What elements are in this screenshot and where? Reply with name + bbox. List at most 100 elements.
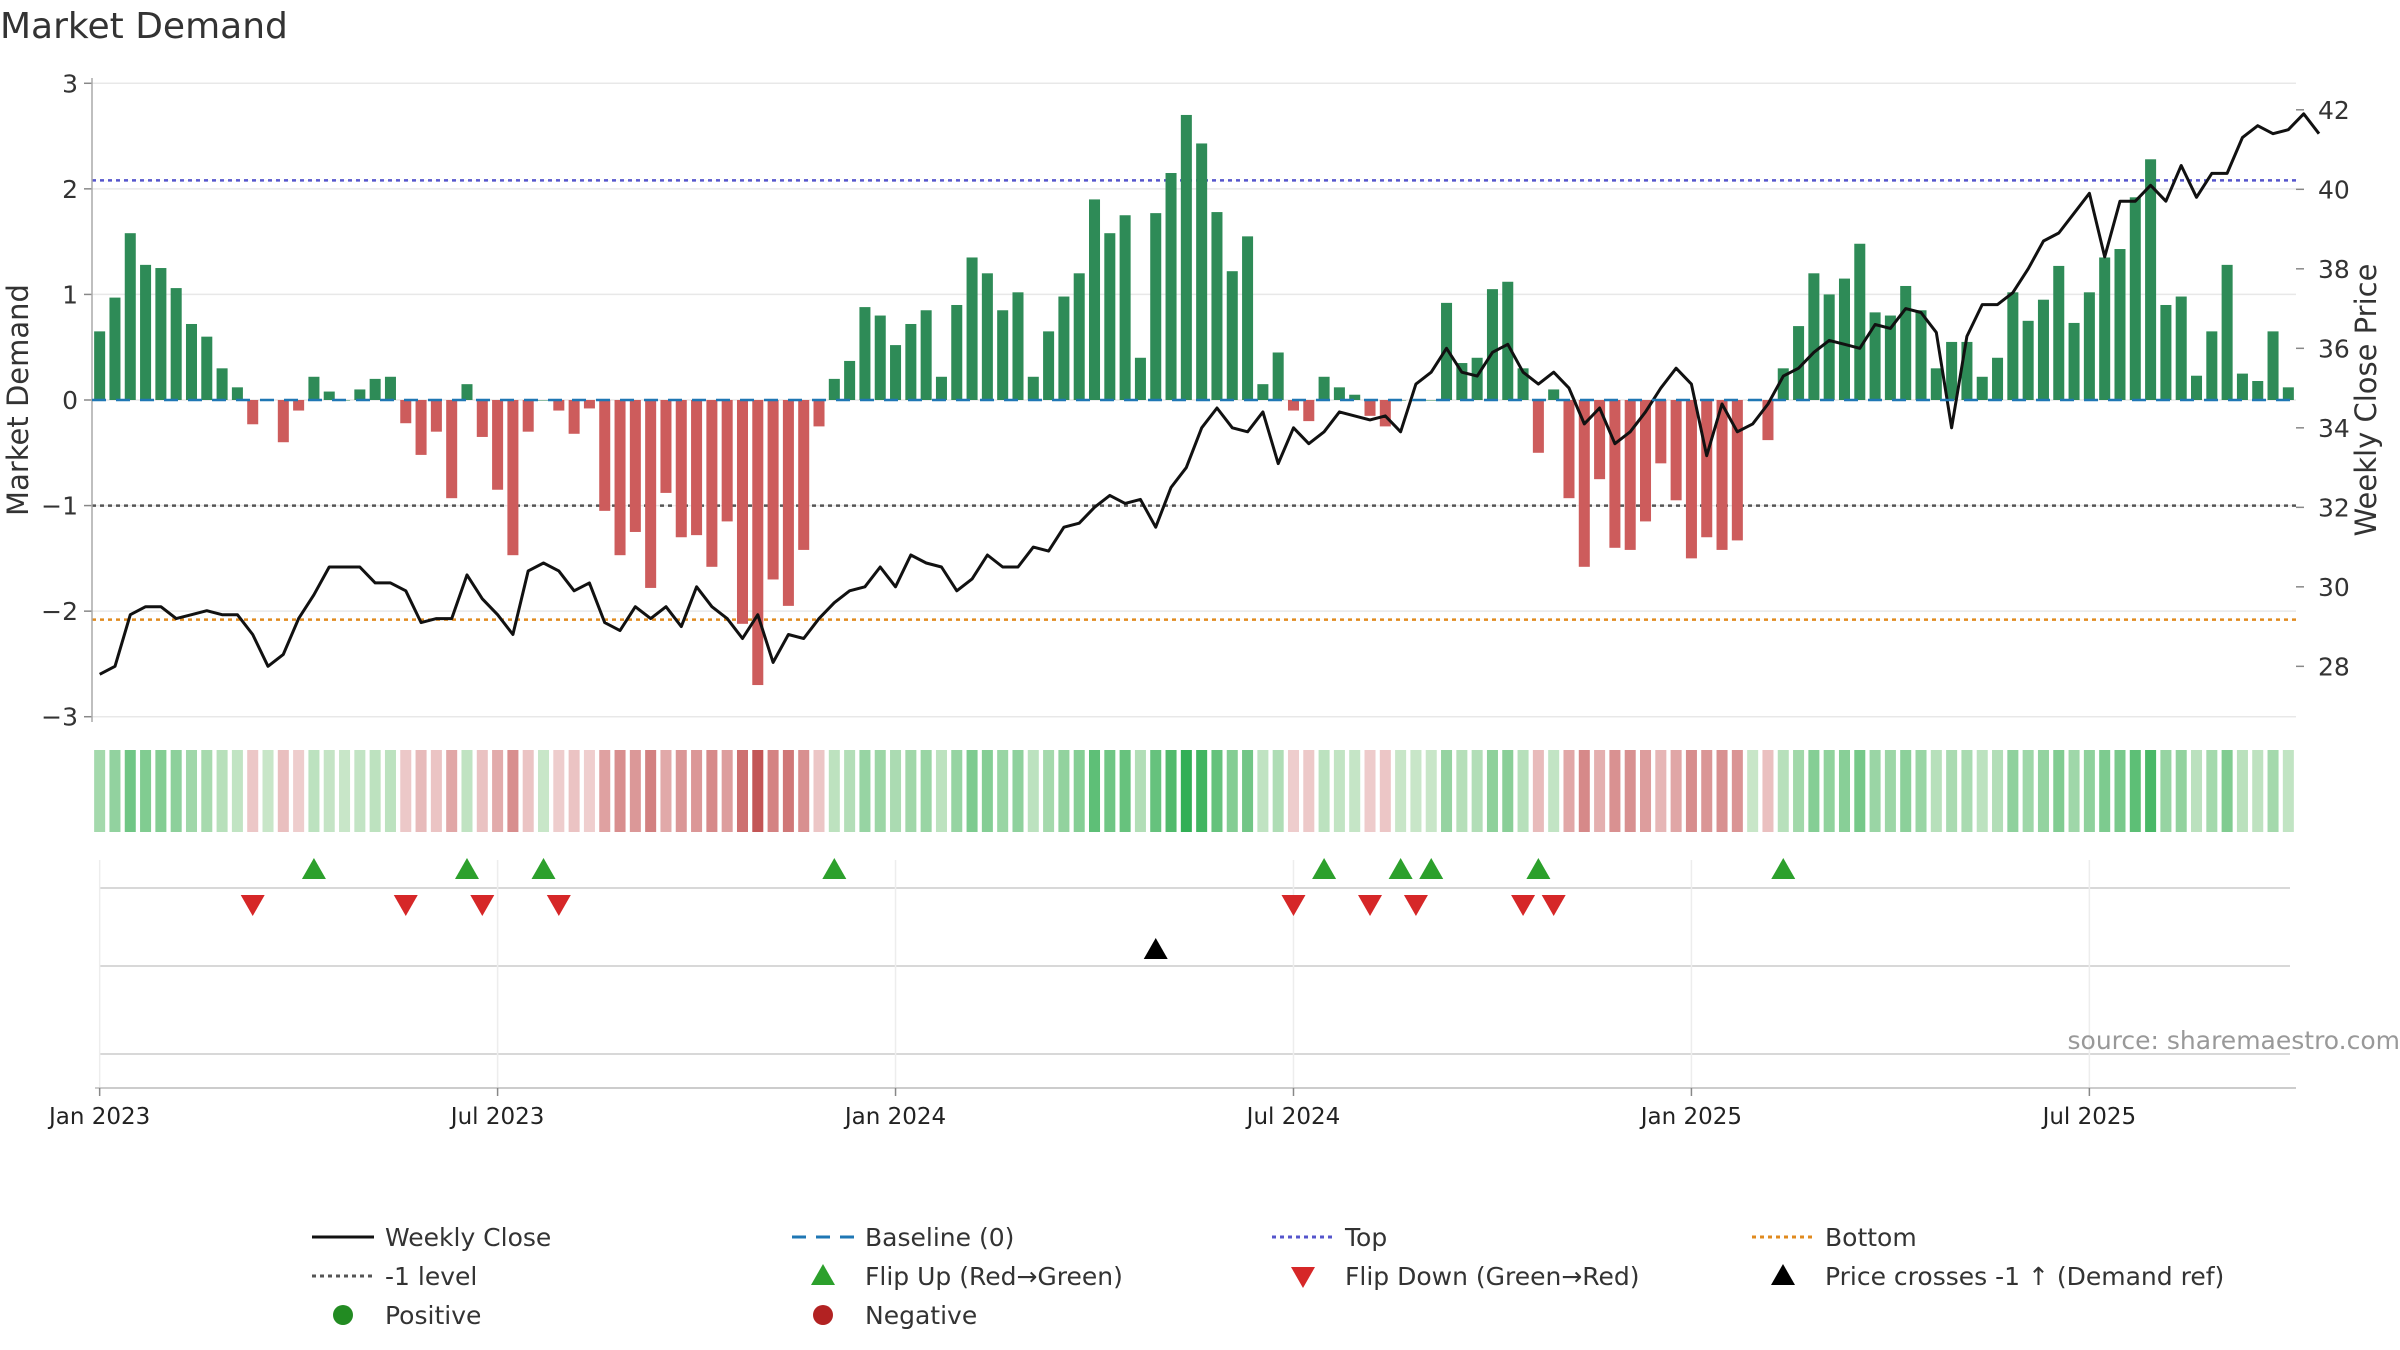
heat-cell bbox=[721, 750, 733, 832]
negative-bar bbox=[415, 400, 427, 455]
heat-cell bbox=[323, 750, 335, 832]
heat-cell bbox=[1272, 750, 1284, 832]
positive-bar bbox=[1441, 302, 1453, 400]
positive-bar bbox=[1517, 368, 1529, 400]
heat-cell bbox=[1073, 750, 1085, 832]
demand-heat-strip bbox=[94, 750, 2294, 832]
positive-bar bbox=[185, 323, 197, 400]
heat-cell bbox=[538, 750, 550, 832]
heat-cell bbox=[798, 750, 810, 832]
heat-cell bbox=[997, 750, 1009, 832]
positive-bar bbox=[2083, 292, 2095, 400]
positive-bar bbox=[94, 331, 106, 400]
positive-bar bbox=[2037, 299, 2049, 400]
negative-bar bbox=[1670, 400, 1682, 501]
positive-bar bbox=[124, 233, 136, 400]
legend-label: Price crosses -1 ↑ (Demand ref) bbox=[1825, 1262, 2224, 1291]
heat-cell bbox=[2160, 750, 2172, 832]
heat-cell bbox=[1731, 750, 1743, 832]
positive-bar bbox=[2175, 296, 2187, 400]
y-tick-label-right: 40 bbox=[2318, 175, 2350, 204]
heat-cell bbox=[2114, 750, 2126, 832]
heat-cell bbox=[2145, 750, 2157, 832]
negative-bar bbox=[1624, 400, 1636, 550]
negative-bar bbox=[1685, 400, 1697, 559]
positive-bar bbox=[1548, 389, 1560, 400]
heat-cell bbox=[354, 750, 366, 832]
x-tick-label: Jul 2025 bbox=[2041, 1104, 2137, 1130]
heat-cell bbox=[583, 750, 595, 832]
legend-item-negative: Negative bbox=[813, 1301, 977, 1330]
negative-bar bbox=[1762, 400, 1774, 441]
positive-bar bbox=[201, 336, 213, 400]
positive-bar bbox=[1961, 341, 1973, 400]
heat-cell bbox=[369, 750, 381, 832]
heat-cell bbox=[2007, 750, 2019, 832]
negative-bar bbox=[522, 400, 534, 432]
legend-swatch bbox=[1771, 1264, 1795, 1285]
positive-bar bbox=[1226, 271, 1238, 400]
heat-cell bbox=[400, 750, 412, 832]
negative-bar bbox=[599, 400, 611, 511]
heat-cell bbox=[1900, 750, 1912, 832]
negative-bar bbox=[798, 400, 810, 550]
negative-bar bbox=[706, 400, 718, 567]
positive-bar bbox=[2007, 292, 2019, 400]
positive-bar bbox=[1502, 281, 1514, 400]
positive-bar bbox=[2282, 387, 2294, 400]
source-credit: source: sharemaestro.com bbox=[2068, 1026, 2400, 1055]
positive-bar bbox=[1150, 213, 1162, 400]
heat-cell bbox=[874, 750, 886, 832]
heat-cell bbox=[1517, 750, 1529, 832]
legend-item-top: Top bbox=[1272, 1223, 1387, 1252]
positive-bar bbox=[2191, 375, 2203, 400]
legend-label: Flip Down (Green→Red) bbox=[1345, 1262, 1640, 1291]
positive-bar bbox=[1869, 312, 1881, 400]
heat-cell bbox=[1349, 750, 1361, 832]
negative-bar bbox=[782, 400, 794, 606]
heat-cell bbox=[1211, 750, 1223, 832]
positive-bar bbox=[2099, 257, 2111, 400]
positive-bar bbox=[874, 315, 886, 400]
positive-bar bbox=[369, 378, 381, 400]
price-line-layer bbox=[99, 112, 2321, 676]
negative-bar bbox=[277, 400, 289, 443]
positive-bar bbox=[2160, 304, 2172, 400]
chart-title: Market Demand bbox=[0, 6, 288, 47]
heat-cell bbox=[1716, 750, 1728, 832]
heat-cell bbox=[767, 750, 779, 832]
heat-cell bbox=[1486, 750, 1498, 832]
heat-cell bbox=[2175, 750, 2187, 832]
heat-cell bbox=[247, 750, 259, 832]
positive-bar bbox=[323, 391, 335, 400]
heat-cell bbox=[890, 750, 902, 832]
heat-cell bbox=[1027, 750, 1039, 832]
positive-bar bbox=[935, 376, 947, 400]
heat-cell bbox=[1089, 750, 1101, 832]
negative-bar bbox=[1655, 400, 1667, 464]
heat-cell bbox=[1180, 750, 1192, 832]
positive-bar bbox=[2252, 380, 2264, 400]
heat-cell bbox=[1242, 750, 1254, 832]
heat-cell bbox=[1838, 750, 1850, 832]
y-tick-label-left: 1 bbox=[62, 280, 78, 309]
legend-label: Negative bbox=[865, 1301, 977, 1330]
heat-cell bbox=[1777, 750, 1789, 832]
negative-bar bbox=[1379, 400, 1391, 427]
negative-bar bbox=[614, 400, 626, 556]
heat-cell bbox=[844, 750, 856, 832]
heat-cell bbox=[522, 750, 534, 832]
heat-cell bbox=[675, 750, 687, 832]
positive-bar bbox=[384, 376, 396, 400]
heat-cell bbox=[201, 750, 213, 832]
heat-cell bbox=[339, 750, 351, 832]
positive-bar bbox=[2129, 197, 2141, 400]
positive-bar bbox=[2114, 249, 2126, 400]
heat-cell bbox=[2267, 750, 2279, 832]
heat-cell bbox=[216, 750, 228, 832]
negative-bar bbox=[568, 400, 580, 434]
heat-cell bbox=[1808, 750, 1820, 832]
legend-label: Bottom bbox=[1825, 1223, 1917, 1252]
heat-cell bbox=[1854, 750, 1866, 832]
heat-cell bbox=[507, 750, 519, 832]
